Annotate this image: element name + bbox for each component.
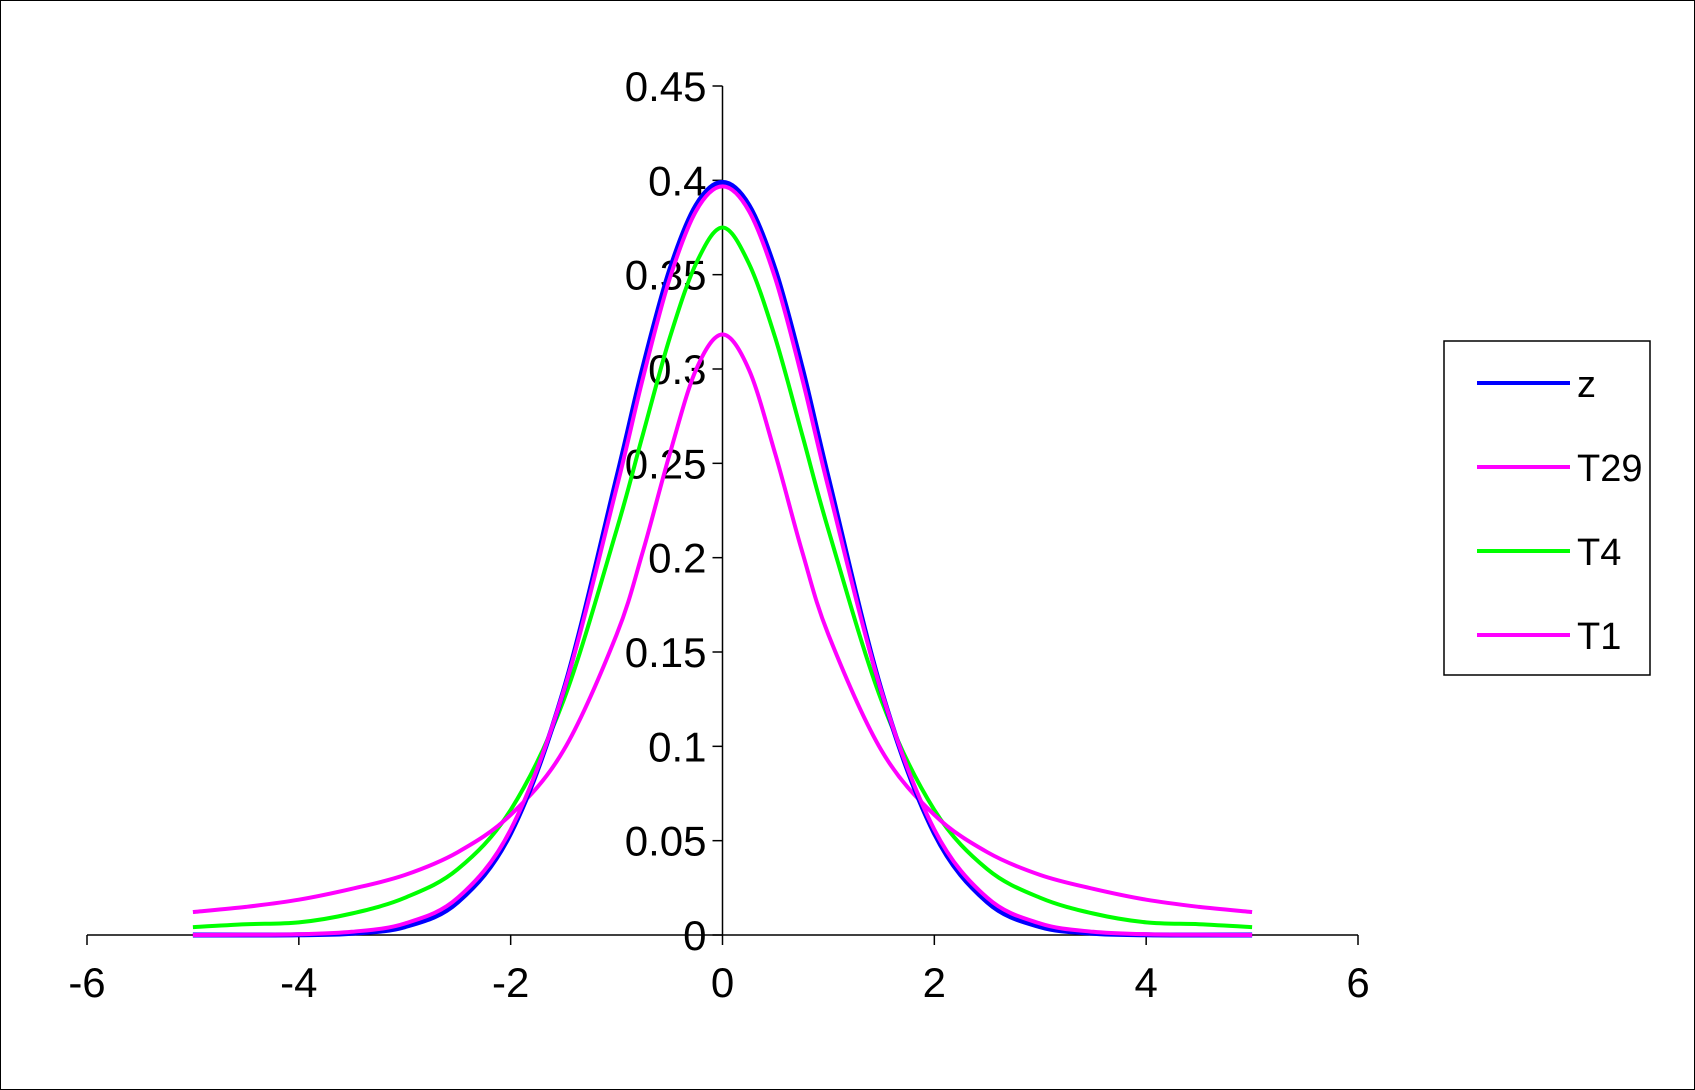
legend-label-t29: T29 — [1577, 448, 1642, 490]
x-tick-label: -2 — [492, 959, 529, 1006]
axes: -6 -4 -2 0 2 4 600.050.10.150.20.250.30.350.40… — [68, 63, 1369, 1006]
x-tick-label: -4 — [280, 959, 317, 1006]
series-line-t29 — [192, 184, 1253, 937]
legend: z T29 T4 T1 — [1443, 340, 1651, 676]
series-line-t4 — [192, 225, 1253, 930]
y-tick-label: 0.2 — [648, 535, 706, 582]
x-tick-label: 6 — [1346, 959, 1369, 1006]
y-tick-label: 0 — [683, 912, 706, 959]
legend-label-z: z — [1577, 364, 1596, 406]
x-tick-label: 0 — [711, 959, 734, 1006]
x-tick-label: 2 — [923, 959, 946, 1006]
x-tick-label: 4 — [1134, 959, 1157, 1006]
y-tick-label: 0.4 — [648, 157, 706, 204]
y-tick-label: 0.05 — [625, 818, 707, 865]
y-tick-label: 0.15 — [625, 629, 707, 676]
series-line-z — [192, 179, 1253, 938]
series-line-t1 — [192, 332, 1253, 914]
legend-label-t4: T4 — [1577, 532, 1621, 574]
x-tick-label: -6 — [68, 959, 105, 1006]
y-tick-label: 0.45 — [625, 63, 707, 110]
legend-box — [1443, 340, 1651, 676]
legend-label-t1: T1 — [1577, 616, 1621, 658]
series-layer — [192, 179, 1253, 938]
y-tick-label: 0.1 — [648, 723, 706, 770]
